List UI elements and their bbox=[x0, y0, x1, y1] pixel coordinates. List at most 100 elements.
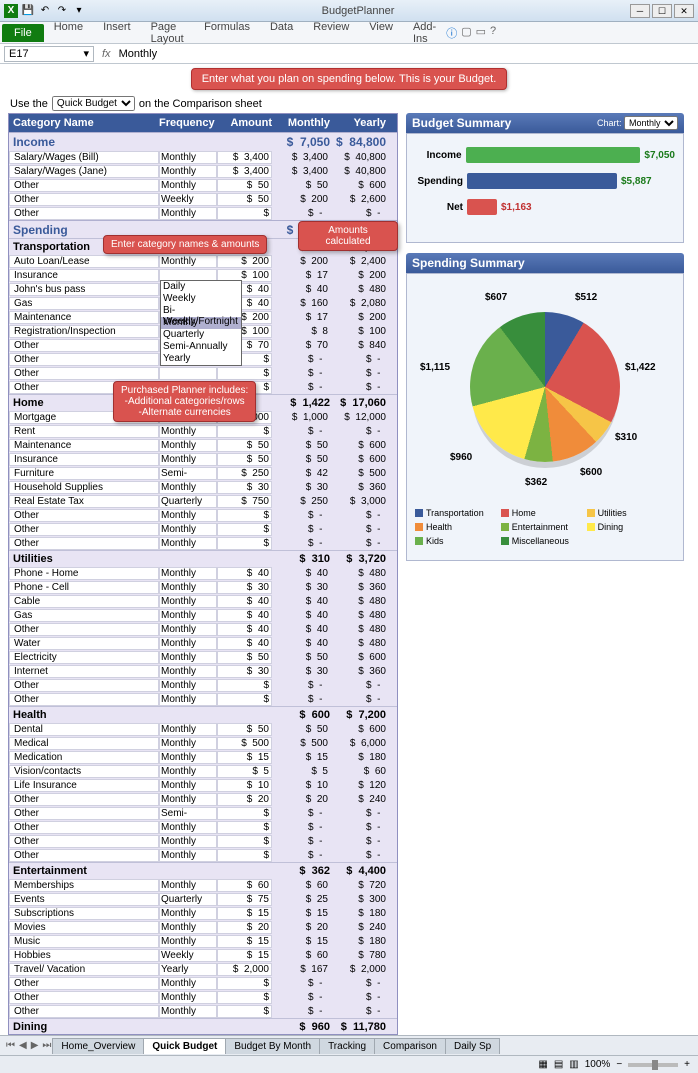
zoom-in-icon[interactable]: + bbox=[684, 1059, 690, 1070]
cell-category[interactable]: Rent bbox=[9, 425, 159, 438]
cell-amount[interactable]: $ 50 bbox=[217, 179, 272, 192]
zoom-slider[interactable] bbox=[628, 1063, 678, 1067]
dropdown-option[interactable]: Quarterly bbox=[161, 329, 241, 341]
cell-amount[interactable]: $ 40 bbox=[217, 567, 272, 580]
cell-category[interactable]: Other bbox=[9, 509, 159, 522]
cell-frequency[interactable]: Monthly bbox=[159, 179, 217, 192]
sheet-tab-tracking[interactable]: Tracking bbox=[319, 1038, 375, 1054]
cell-frequency[interactable]: Monthly bbox=[159, 751, 217, 764]
cell-amount[interactable]: $ 15 bbox=[217, 751, 272, 764]
namebox-dropdown-icon[interactable]: ▾ bbox=[83, 47, 89, 60]
cell-amount[interactable]: $ bbox=[217, 1005, 272, 1018]
cell-category[interactable]: Vision/contacts bbox=[9, 765, 159, 778]
cell-amount[interactable]: $ bbox=[217, 679, 272, 692]
cell-category[interactable]: Other bbox=[9, 793, 159, 806]
view-normal-icon[interactable]: ▦ bbox=[538, 1059, 547, 1070]
cell-frequency[interactable]: Monthly bbox=[159, 523, 217, 536]
cell-category[interactable]: Insurance bbox=[9, 269, 159, 282]
sheet-tab-quick-budget[interactable]: Quick Budget bbox=[143, 1038, 226, 1054]
cell-category[interactable]: Maintenance bbox=[9, 439, 159, 452]
sheet-tab-budget-by-month[interactable]: Budget By Month bbox=[225, 1038, 320, 1054]
name-box[interactable]: E17 ▾ bbox=[4, 46, 94, 62]
cell-amount[interactable]: $ 15 bbox=[217, 907, 272, 920]
cell-frequency[interactable]: Monthly bbox=[159, 793, 217, 806]
cell-category[interactable]: Insurance bbox=[9, 453, 159, 466]
cell-category[interactable]: Other bbox=[9, 353, 159, 366]
cell-category[interactable]: Subscriptions bbox=[9, 907, 159, 920]
excel-icon[interactable]: X bbox=[4, 4, 18, 18]
cell-amount[interactable]: $ 3,400 bbox=[217, 151, 272, 164]
ribbon-tab-page-layout[interactable]: Page Layout bbox=[141, 18, 195, 48]
cell-frequency[interactable]: Monthly bbox=[159, 581, 217, 594]
cell-category[interactable]: Electricity bbox=[9, 651, 159, 664]
cell-category[interactable]: Other bbox=[9, 193, 159, 206]
cell-frequency[interactable]: Monthly bbox=[159, 935, 217, 948]
ribbon-help-icon[interactable]: ? bbox=[490, 25, 496, 41]
cell-category[interactable]: Internet bbox=[9, 665, 159, 678]
minimize-ribbon-icon[interactable]: ▢ bbox=[461, 25, 471, 41]
cell-category[interactable]: Other bbox=[9, 339, 159, 352]
cell-frequency[interactable]: Monthly bbox=[159, 623, 217, 636]
ribbon-tab-insert[interactable]: Insert bbox=[93, 18, 141, 48]
cell-category[interactable]: Other bbox=[9, 1005, 159, 1018]
ribbon-options-icon[interactable]: ▭ bbox=[476, 25, 486, 41]
cell-category[interactable]: Other bbox=[9, 179, 159, 192]
cell-amount[interactable]: $ 50 bbox=[217, 723, 272, 736]
cell-frequency[interactable] bbox=[159, 367, 217, 380]
cell-category[interactable]: Other bbox=[9, 991, 159, 1004]
cell-amount[interactable]: $ 3,400 bbox=[217, 165, 272, 178]
cell-category[interactable]: Travel/ Vacation bbox=[9, 963, 159, 976]
cell-amount[interactable]: $ 60 bbox=[217, 879, 272, 892]
cell-category[interactable]: Other bbox=[9, 977, 159, 990]
view-layout-icon[interactable]: ▤ bbox=[554, 1059, 563, 1070]
cell-category[interactable]: Real Estate Tax bbox=[9, 495, 159, 508]
qat-dropdown-icon[interactable]: ▾ bbox=[72, 4, 86, 18]
quickbudget-select[interactable]: Quick Budget bbox=[52, 96, 135, 111]
cell-category[interactable]: Movies bbox=[9, 921, 159, 934]
cell-frequency[interactable]: Monthly bbox=[159, 509, 217, 522]
cell-category[interactable]: Gas bbox=[9, 609, 159, 622]
cell-amount[interactable]: $ 200 bbox=[217, 255, 272, 268]
cell-amount[interactable]: $ bbox=[217, 425, 272, 438]
cell-category[interactable]: Salary/Wages (Jane) bbox=[9, 165, 159, 178]
dropdown-option[interactable]: Yearly bbox=[161, 353, 241, 365]
cell-amount[interactable]: $ 50 bbox=[217, 453, 272, 466]
save-icon[interactable]: 💾 bbox=[21, 4, 35, 18]
cell-frequency[interactable]: Monthly bbox=[159, 207, 217, 220]
cell-frequency[interactable]: Monthly bbox=[159, 779, 217, 792]
cell-frequency[interactable]: Quarterly bbox=[159, 495, 217, 508]
cell-amount[interactable]: $ 250 bbox=[217, 467, 272, 480]
cell-category[interactable]: Other bbox=[9, 807, 159, 820]
cell-category[interactable]: Memberships bbox=[9, 879, 159, 892]
cell-amount[interactable]: $ bbox=[217, 849, 272, 862]
cell-frequency[interactable]: Monthly bbox=[159, 439, 217, 452]
cell-frequency[interactable]: Quarterly bbox=[159, 893, 217, 906]
cell-amount[interactable]: $ bbox=[217, 821, 272, 834]
cell-frequency[interactable]: Yearly bbox=[159, 963, 217, 976]
cell-frequency[interactable]: Monthly bbox=[159, 737, 217, 750]
cell-category[interactable]: Other bbox=[9, 523, 159, 536]
cell-amount[interactable]: $ 40 bbox=[217, 595, 272, 608]
cell-amount[interactable]: $ 50 bbox=[217, 651, 272, 664]
cell-frequency[interactable]: Monthly bbox=[159, 835, 217, 848]
cell-category[interactable]: Dental bbox=[9, 723, 159, 736]
cell-category[interactable]: Other bbox=[9, 537, 159, 550]
cell-frequency[interactable]: Monthly bbox=[159, 907, 217, 920]
undo-icon[interactable]: ↶ bbox=[38, 4, 52, 18]
dropdown-option[interactable]: Weekly bbox=[161, 293, 241, 305]
cell-frequency[interactable]: Semi-Annually bbox=[159, 467, 217, 480]
cell-frequency[interactable]: Monthly bbox=[159, 537, 217, 550]
cell-frequency[interactable]: Monthly bbox=[159, 609, 217, 622]
cell-category[interactable]: Other bbox=[9, 367, 159, 380]
cell-frequency[interactable]: Monthly bbox=[159, 821, 217, 834]
ribbon-tab-add-ins[interactable]: Add-Ins bbox=[403, 18, 446, 48]
chart-select[interactable]: Monthly bbox=[624, 116, 678, 130]
cell-amount[interactable]: $ bbox=[217, 807, 272, 820]
cell-frequency[interactable]: Monthly bbox=[159, 255, 217, 268]
cell-category[interactable]: Registration/Inspection bbox=[9, 325, 159, 338]
cell-amount[interactable]: $ 30 bbox=[217, 665, 272, 678]
cell-frequency[interactable]: Monthly bbox=[159, 453, 217, 466]
view-break-icon[interactable]: ▥ bbox=[569, 1059, 578, 1070]
cell-frequency[interactable]: Monthly bbox=[159, 595, 217, 608]
cell-category[interactable]: Maintenance bbox=[9, 311, 159, 324]
